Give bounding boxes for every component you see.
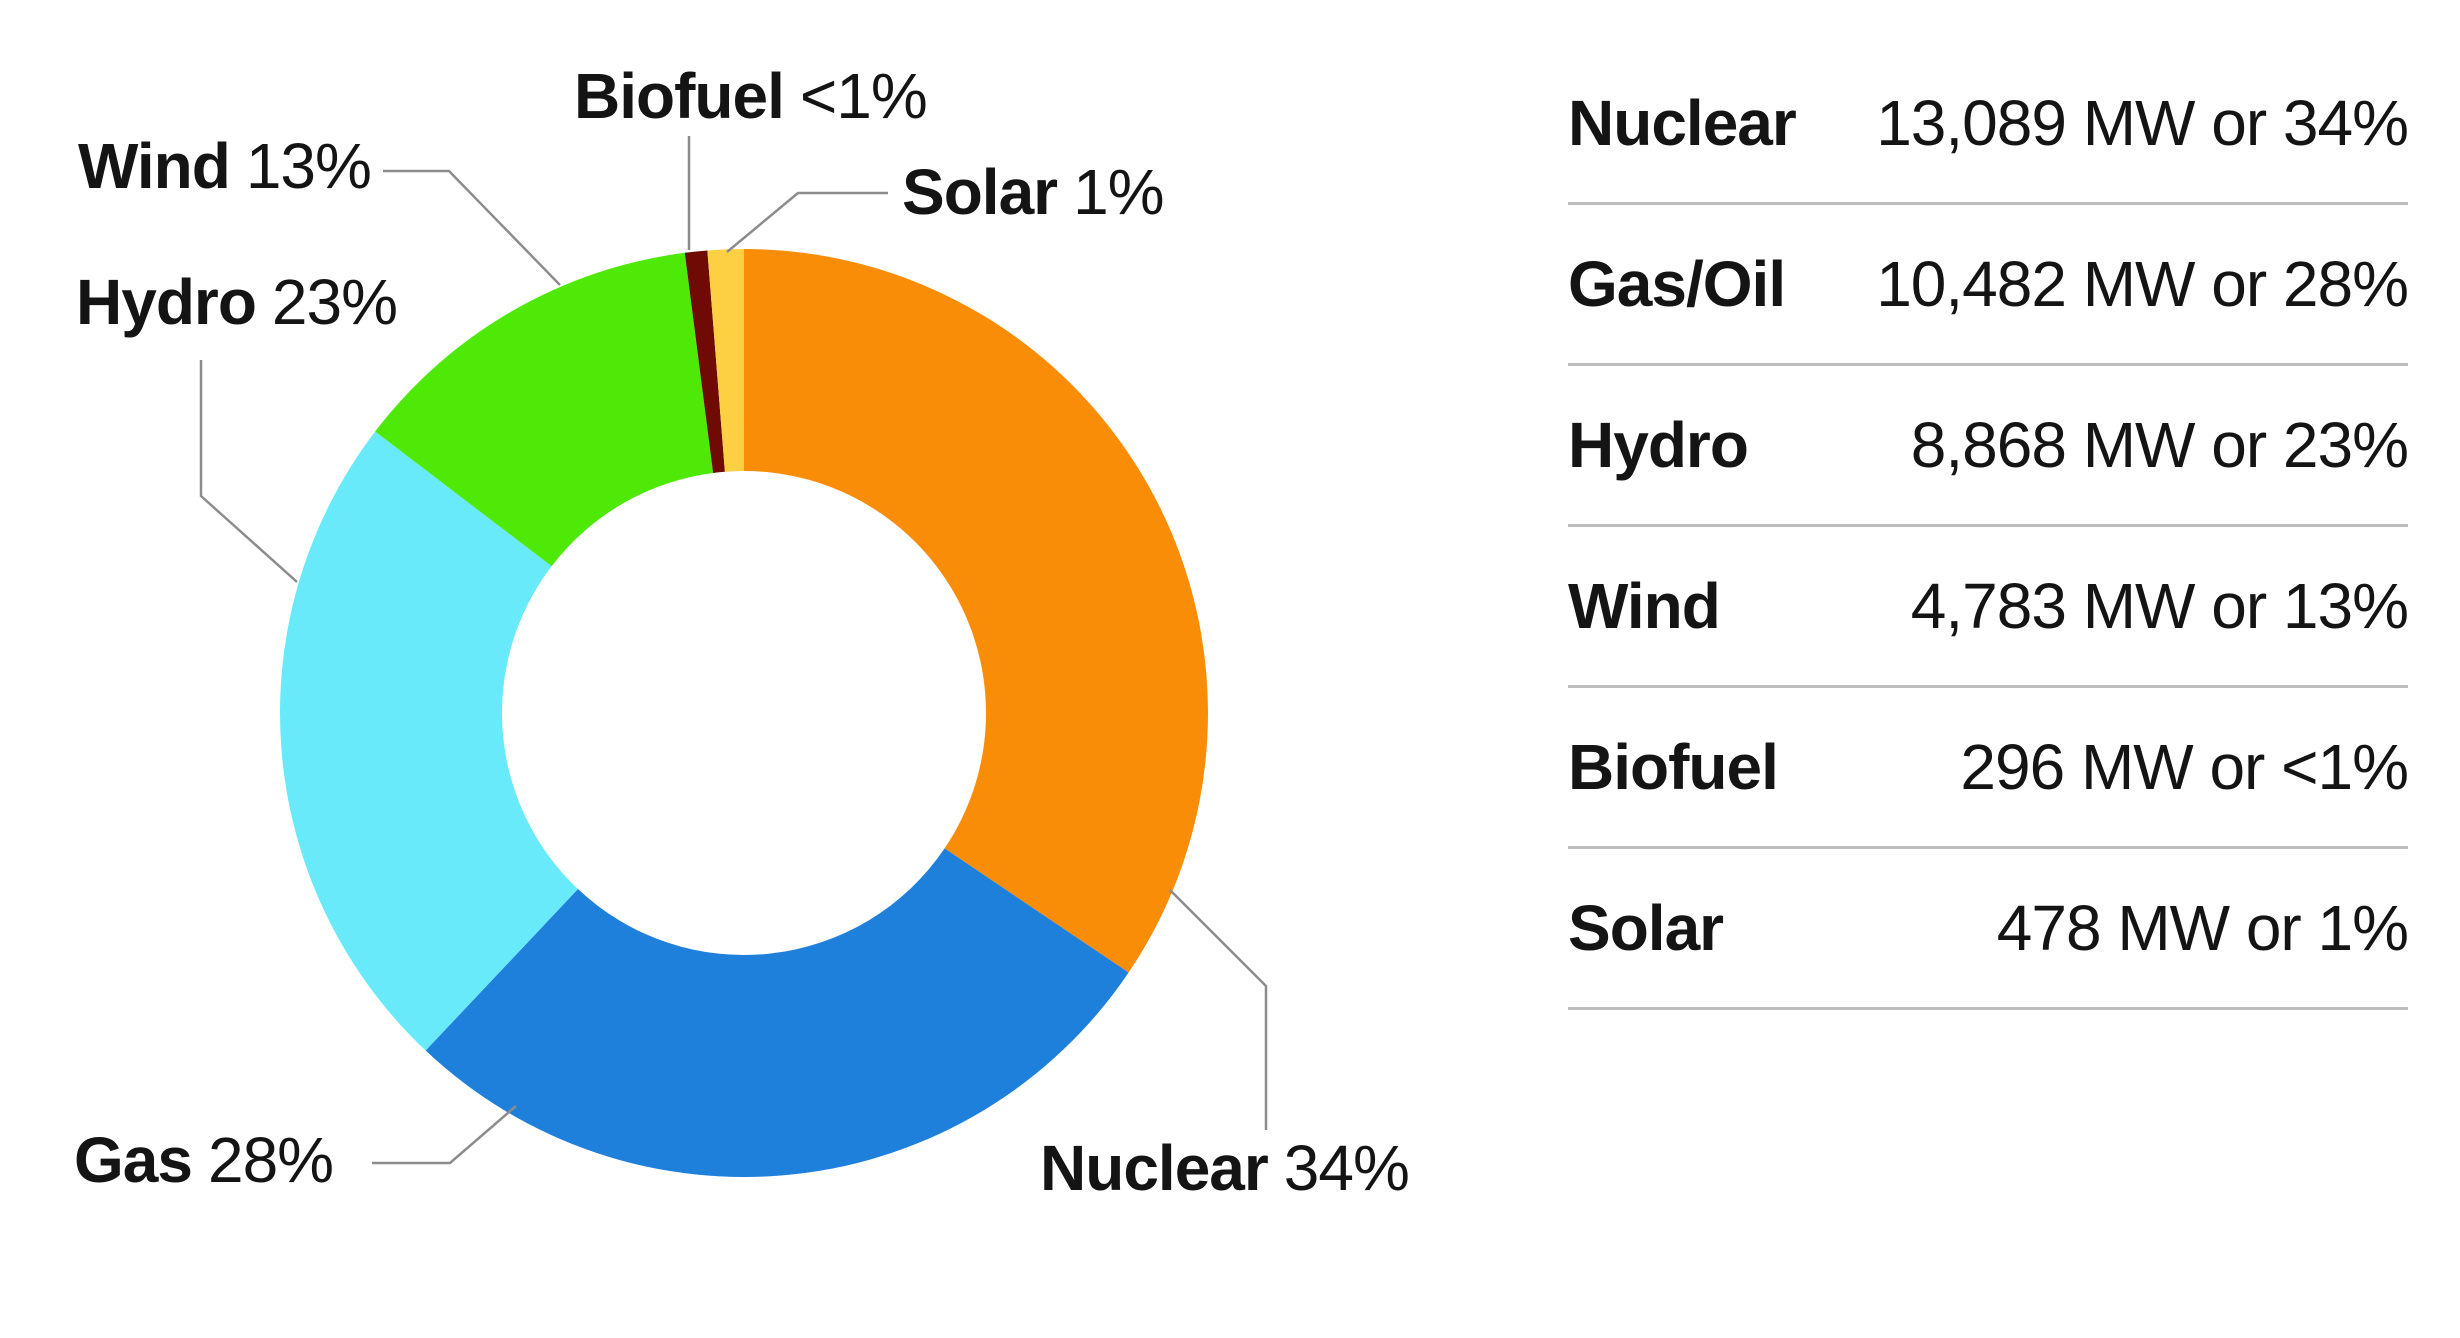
callout-hydro-percent: 23% <box>271 266 398 338</box>
leader-line-hydro <box>199 360 298 583</box>
table-row-biofuel: Biofuel 296 MW or <1% <box>1568 688 2409 849</box>
table-row-value: 478 MW or 1% <box>1996 892 2409 964</box>
table-row-gas-oil: Gas/Oil 10,482 MW or 28% <box>1568 205 2409 366</box>
leader-line-nuclear <box>1169 889 1268 1130</box>
table-row-value: 4,783 MW or 13% <box>1910 570 2409 642</box>
table-row-solar: Solar 478 MW or 1% <box>1568 849 2409 1010</box>
callout-solar-percent: 1% <box>1073 156 1164 228</box>
callout-gas-percent: 28% <box>207 1124 334 1196</box>
table-row-nuclear: Nuclear 13,089 MW or 34% <box>1568 44 2409 205</box>
callout-wind-percent: 13% <box>245 130 372 202</box>
callout-gas: Gas 28% <box>74 1124 334 1196</box>
slice-gas <box>425 848 1129 1177</box>
callout-gas-name: Gas <box>74 1124 193 1196</box>
slice-biofuel <box>684 250 725 473</box>
table-row-label: Solar <box>1568 892 1724 964</box>
callout-hydro: Hydro 23% <box>76 266 398 338</box>
callout-biofuel: Biofuel <1% <box>574 60 928 132</box>
callout-wind-name: Wind <box>78 130 231 202</box>
table-row-wind: Wind 4,783 MW or 13% <box>1568 527 2409 688</box>
table-row-label: Biofuel <box>1568 731 1779 803</box>
slice-nuclear <box>744 249 1208 973</box>
table-row-value: 296 MW or <1% <box>1960 731 2409 803</box>
table-row-label: Nuclear <box>1568 87 1797 159</box>
callout-nuclear-percent: 34% <box>1283 1132 1410 1204</box>
callout-solar-name: Solar <box>902 156 1058 228</box>
callout-nuclear: Nuclear 34% <box>1040 1132 1410 1204</box>
slice-solar <box>707 249 744 472</box>
slice-hydro <box>279 431 578 1051</box>
slice-wind <box>375 252 714 567</box>
table-row-hydro: Hydro 8,868 MW or 23% <box>1568 366 2409 527</box>
leader-line-wind <box>383 169 561 286</box>
table-row-value: 10,482 MW or 28% <box>1876 248 2409 320</box>
table-row-label: Hydro <box>1568 409 1749 481</box>
callout-hydro-name: Hydro <box>76 266 257 338</box>
table-row-label: Gas/Oil <box>1568 248 1786 320</box>
leader-line-solar <box>726 191 888 253</box>
callout-biofuel-percent: <1% <box>799 60 928 132</box>
table-row-label: Wind <box>1568 570 1721 642</box>
callout-wind: Wind 13% <box>78 130 372 202</box>
leader-line-gas <box>372 1105 517 1165</box>
table-row-value: 8,868 MW or 23% <box>1910 409 2409 481</box>
callout-solar: Solar 1% <box>902 156 1165 228</box>
callout-biofuel-name: Biofuel <box>574 60 785 132</box>
table-row-value: 13,089 MW or 34% <box>1876 87 2409 159</box>
capacity-table: Nuclear 13,089 MW or 34% Gas/Oil 10,482 … <box>1568 44 2409 1010</box>
callout-nuclear-name: Nuclear <box>1040 1132 1269 1204</box>
